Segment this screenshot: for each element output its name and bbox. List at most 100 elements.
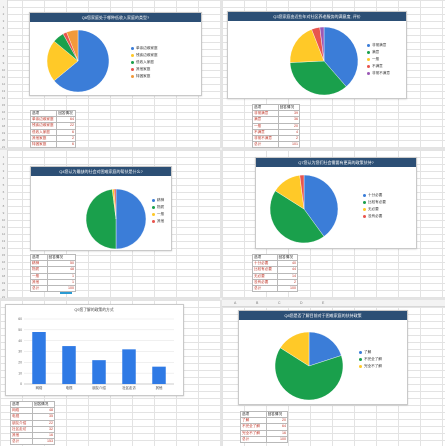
legend-swatch	[363, 194, 366, 197]
legend-item: 满意	[367, 49, 390, 56]
y-tick-label: 30	[18, 350, 22, 354]
row-number: 18	[1, 124, 6, 128]
col-e: E	[322, 301, 325, 305]
chart-title: Q8您是否了解目前对于困难家庭的扶持政策	[239, 311, 407, 320]
chart-q4[interactable]: Q4您认为最缺的社会对困难家庭的帮扶是什么? 精神 物质 一般 其他	[30, 166, 172, 251]
table-cell[interactable]: 101	[277, 141, 301, 148]
table-cell[interactable]: 100	[265, 435, 289, 443]
x-tick-label: 朋友介绍	[92, 385, 106, 390]
legend-label: 其他家庭	[136, 67, 151, 71]
table-cell[interactable]: 总计	[30, 284, 48, 293]
legend-item: 无必要	[363, 206, 386, 213]
pie-slice[interactable]	[269, 190, 325, 244]
row-number: 3	[2, 19, 5, 23]
pie-slice[interactable]	[53, 29, 110, 93]
chart-q8[interactable]: Q8您是否了解目前对于困难家庭的扶持政策 了解 不完全了解 完全不了解	[238, 310, 408, 405]
table-cell[interactable]: 残疾边缘家庭	[29, 122, 58, 130]
row-number: 10	[1, 218, 6, 222]
row-number: 2	[2, 12, 5, 16]
table-row: 总计 101	[252, 141, 301, 148]
row-number: 16	[1, 260, 6, 264]
legend-item: 其他	[152, 218, 164, 225]
chart-q7[interactable]: Q7您认为您们社会需要有更高的政策扶持? 十分必要 比较有必要 无必要 没有必要	[255, 157, 417, 249]
data-table: 选项 回答情况 精神 50 物质 48 一般 1 其他 1 总计 100	[30, 253, 77, 293]
legend-item: 不满意	[367, 63, 390, 70]
pie-slice[interactable]	[299, 174, 305, 210]
row-number: 7	[2, 197, 5, 201]
legend-label: 精神	[157, 198, 165, 202]
table-cell[interactable]: 153	[32, 438, 55, 446]
chart-legend: 十分必要 比较有必要 无必要 没有必要	[363, 192, 386, 220]
row-number: 21	[1, 295, 6, 299]
pie-slice[interactable]	[113, 188, 117, 220]
bar[interactable]	[122, 349, 136, 384]
pie-slice[interactable]	[66, 29, 79, 62]
sheet-panel-q3: Q3您家庭由近些年对社区养老服务的满意度, 评价 非常满意 满意 一般 不满意 非常不满…	[222, 0, 445, 148]
row-number: 4	[2, 26, 5, 30]
sheet-panel-q4: 1 2 3 4 5 6 7 8 9 10 11 12 13 14 15 16 17 18 19 20 21 Q4您认为最…	[0, 150, 220, 298]
pie-slice[interactable]	[46, 40, 79, 82]
y-tick-label: 40	[18, 339, 22, 343]
sheet-panel-q9: Q9您了解的政策的方式 0 10 20 30 40 50 60 网络 电视 朋友介绍 社区走访 其他 …	[0, 300, 220, 446]
table-cell[interactable]: 总计	[252, 284, 278, 293]
legend-swatch	[152, 213, 155, 216]
bar[interactable]	[92, 360, 106, 384]
table-header-cell[interactable]: 回答情况	[56, 109, 76, 118]
x-tick-label: 社区走访	[122, 385, 136, 390]
row-numbers: 1 2 3 4 5 6 7 8 9 10 11 12 13 14 15 16 17 18 19 20 21	[0, 150, 8, 298]
row-number: 12	[1, 232, 6, 236]
legend-label: 一般	[157, 212, 165, 216]
data-table: 选项 回答情况 网络 48 电视 35 朋友介绍 22 社区走访 32 其他 16 总计 153	[10, 400, 55, 446]
pie-slice[interactable]	[319, 26, 325, 62]
legend-swatch	[131, 68, 134, 71]
chart-title: Q3您家庭由近些年对社区养老服务的满意度, 评价	[228, 12, 406, 21]
row-number: 21	[1, 145, 6, 149]
y-tick-label: 60	[18, 317, 22, 321]
row-number: 16	[1, 110, 6, 114]
row-number: 14	[1, 96, 6, 100]
pie-slice[interactable]	[289, 60, 347, 96]
table-row: 总计 100	[252, 284, 299, 293]
bar[interactable]	[62, 346, 76, 384]
legend-label: 没有必要	[368, 214, 383, 218]
legend-label: 一般	[372, 57, 380, 61]
row-number: 4	[2, 176, 5, 180]
chart-legend: 非常满意 满意 一般 不满意 非常不满意	[367, 42, 390, 77]
pie-slice[interactable]	[303, 174, 339, 237]
row-number: 14	[1, 246, 6, 250]
row-number: 17	[1, 267, 6, 271]
legend-swatch	[152, 206, 155, 209]
pie-slice[interactable]	[85, 189, 117, 250]
table-cell[interactable]: 总计	[10, 438, 33, 446]
legend-label: 比较有必要	[368, 200, 386, 204]
legend-swatch	[363, 215, 366, 218]
sheet-panel-q6: 1 2 3 4 5 6 7 8 9 10 11 12 13 14 15 16 17 18 19 20 21 Q6您家庭处…	[0, 0, 220, 148]
chart-title: Q9您了解的政策的方式	[74, 307, 113, 312]
legend-label: 单亲边缘家庭	[136, 46, 158, 50]
pie-slice[interactable]	[323, 26, 359, 87]
table-cell[interactable]: 100	[276, 284, 299, 293]
chart-q6[interactable]: Q6您家庭处于哪种低收入家庭的类型? 单亲边缘家庭 残疾边缘家庭 低收入家庭 其他家庭…	[29, 12, 202, 96]
pie-slice[interactable]	[280, 331, 310, 367]
row-number: 20	[1, 288, 6, 292]
pie-slice[interactable]	[115, 188, 147, 250]
legend-item: 其他家庭	[131, 66, 158, 73]
chart-q9[interactable]: Q9您了解的政策的方式 0 10 20 30 40 50 60 网络 电视 朋友介绍 社区走访 其他	[5, 304, 184, 396]
table-cell[interactable]: 100	[46, 284, 77, 293]
table-cell[interactable]: 单亲边缘家庭	[29, 116, 58, 124]
bar[interactable]	[32, 332, 46, 384]
chart-q3[interactable]: Q3您家庭由近些年对社区养老服务的满意度, 评价 非常满意 满意 一般 不满意 非常不满…	[227, 11, 407, 99]
table-cell[interactable]: 总计	[240, 435, 267, 443]
legend-swatch	[131, 54, 134, 57]
table-cell[interactable]: 总计	[252, 141, 279, 148]
pie-svg	[274, 331, 344, 401]
legend-item: 非常不满意	[367, 70, 390, 77]
pie-slice[interactable]	[308, 331, 342, 367]
pie-slice[interactable]	[289, 29, 325, 63]
legend-label: 特困家庭	[136, 74, 151, 78]
row-number: 12	[1, 82, 6, 86]
legend-swatch	[367, 72, 370, 75]
bar[interactable]	[152, 366, 166, 384]
legend-label: 低收入家庭	[136, 60, 154, 64]
pie-slice[interactable]	[274, 347, 344, 401]
